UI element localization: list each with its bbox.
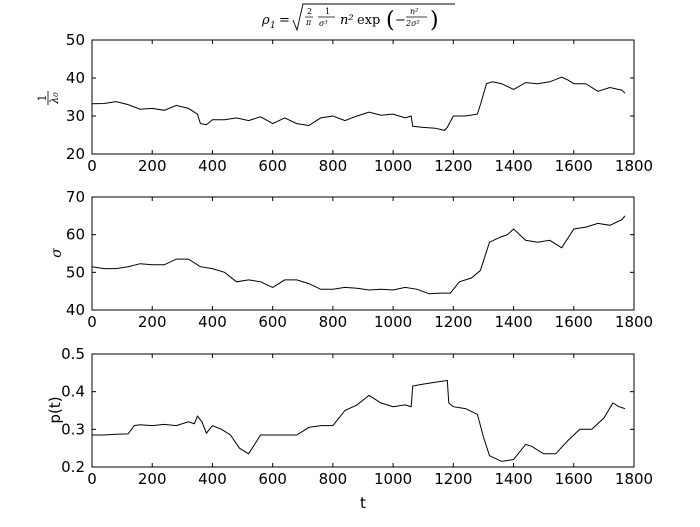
subplot-1-xtick-label: 200: [138, 157, 167, 175]
subplot-3-frame: [91, 353, 635, 468]
subplot-2-xtick-label: 1600: [555, 313, 593, 331]
title-n2: n²: [340, 13, 354, 28]
subplot-1-xtick-label: 0: [87, 157, 97, 175]
subplot-2-xtick-label: 200: [138, 313, 167, 331]
title-equals: =: [279, 13, 290, 28]
title-frac3-den: 2σ²: [405, 19, 420, 28]
subplot-1-ylabel: 1 λ₀: [36, 91, 61, 105]
subplot-1-xtick-label: 400: [198, 157, 227, 175]
subplot-3-xtick-label: 1000: [374, 470, 412, 488]
title-frac3-num: n²: [410, 7, 418, 16]
svg-text:1: 1: [36, 95, 49, 102]
subplot-3-ytick-label: 0.3: [61, 420, 85, 438]
title-rho-subscript: 1: [270, 21, 276, 31]
subplot-2-ytick-label: 40: [66, 301, 85, 319]
subplot-2-xtick-label: 1400: [494, 313, 532, 331]
subplot-2-xtick-label: 600: [258, 313, 287, 331]
subplot-3-ytick-label: 0.2: [61, 458, 85, 476]
svg-text:λ₀: λ₀: [48, 92, 61, 105]
subplot-1-xtick-label: 1200: [434, 157, 472, 175]
subplot-2: 0 200 400 600 800 1000 1200 1400 1600 1800 40 50 60 7…: [49, 188, 653, 331]
subplot-1-xtick-label: 1000: [374, 157, 412, 175]
subplot-3-ticks: 0 200 400 600 800 1000 1200 1400 1600 1800 0.2 0.3 0…: [61, 345, 653, 488]
subplot-2-xtick-label: 1800: [615, 313, 653, 331]
subplot-1-xtick-label: 1400: [494, 157, 532, 175]
subplot-2-ylabel: σ: [49, 248, 65, 258]
title-frac1-den: π: [305, 18, 312, 27]
subplot-1-series-line: [91, 76, 626, 131]
subplot-3-series-line: [92, 379, 626, 462]
subplot-1-ticks: 0 200 400 600 800 1000 1200 1400 1600 1800 20 30 40 5…: [66, 31, 653, 175]
subplot-3-xtick-label: 1600: [555, 470, 593, 488]
title-frac2-den: σ³: [319, 19, 328, 28]
subplot-1-ytick-label: 50: [66, 31, 85, 49]
subplot-3-xtick-label: 800: [319, 470, 348, 488]
subplot-3-xtick-label: 200: [138, 470, 167, 488]
subplot-2-ticks: 0 200 400 600 800 1000 1200 1400 1600 1800 40 50 60 7…: [66, 188, 653, 331]
title-rho: ρ: [261, 13, 270, 28]
title-frac1-num: 2: [307, 7, 312, 16]
subplot-3-ylabel: p(t): [46, 396, 64, 423]
title-rparen: ): [430, 8, 439, 33]
subplot-1-ytick-label: 20: [66, 145, 85, 163]
subplot-1-ytick-label: 40: [66, 69, 85, 87]
subplot-1-ytick-label: 30: [66, 107, 85, 125]
subplot-2-ytick-label: 60: [66, 226, 85, 244]
subplot-1-xtick-label: 600: [258, 157, 287, 175]
chart-title: ρ 1 = 2 π 1 σ³ n² exp ( − n² 2σ² ): [261, 3, 455, 33]
title-minus: −: [395, 13, 406, 28]
subplot-2-xtick-label: 0: [87, 313, 97, 331]
subplot-3-xtick-label: 1400: [494, 470, 532, 488]
subplot-3-xtick-label: 600: [258, 470, 287, 488]
subplot-1-xtick-label: 1800: [615, 157, 653, 175]
subplot-2-xtick-label: 800: [319, 313, 348, 331]
subplot-2-xtick-label: 1200: [434, 313, 472, 331]
title-exp: exp: [357, 13, 380, 28]
subplot-2-ytick-label: 50: [66, 263, 85, 281]
subplot-3: 0 200 400 600 800 1000 1200 1400 1600 1800 0.2 0.3 0…: [46, 345, 653, 512]
subplot-1-xtick-label: 1600: [555, 157, 593, 175]
subplot-2-xtick-label: 1000: [374, 313, 412, 331]
subplot-2-series-line: [91, 215, 626, 295]
title-frac2-num: 1: [325, 7, 330, 16]
subplot-2-ytick-label: 70: [66, 188, 85, 206]
subplot-3-xtick-label: 1800: [615, 470, 653, 488]
subplot-3-xtick-label: 1200: [434, 470, 472, 488]
subplot-2-frame: [91, 196, 635, 311]
subplot-3-xtick-label: 0: [87, 470, 97, 488]
subplot-3-xlabel: t: [360, 494, 366, 512]
subplot-1-xtick-label: 800: [319, 157, 348, 175]
subplot-1-frame: [91, 39, 635, 155]
subplot-3-ytick-label: 0.5: [61, 345, 85, 363]
subplot-1: 0 200 400 600 800 1000 1200 1400 1600 1800 20 30 40 5…: [36, 31, 653, 175]
subplot-3-xtick-label: 400: [198, 470, 227, 488]
subplot-3-ytick-label: 0.4: [61, 383, 85, 401]
title-sqrt-sign: [292, 3, 455, 32]
title-lparen: (: [386, 8, 395, 33]
subplot-2-xtick-label: 400: [198, 313, 227, 331]
